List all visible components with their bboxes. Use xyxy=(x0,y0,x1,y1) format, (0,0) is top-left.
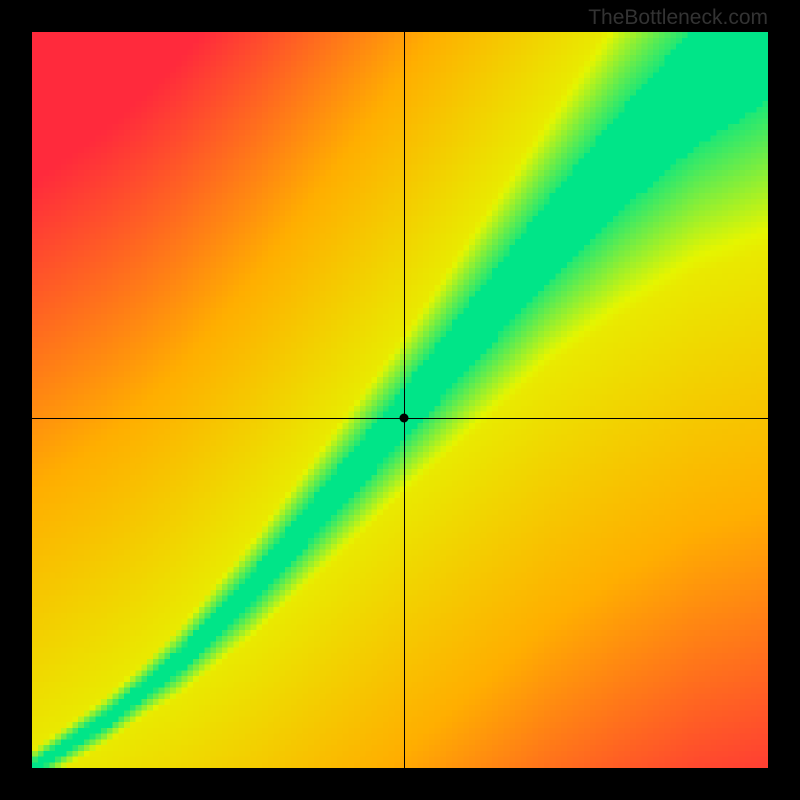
crosshair-marker xyxy=(399,414,408,423)
crosshair-vertical xyxy=(404,32,405,768)
heatmap-plot-area xyxy=(32,32,768,768)
watermark-text: TheBottleneck.com xyxy=(588,6,768,30)
bottleneck-heatmap xyxy=(32,32,768,768)
